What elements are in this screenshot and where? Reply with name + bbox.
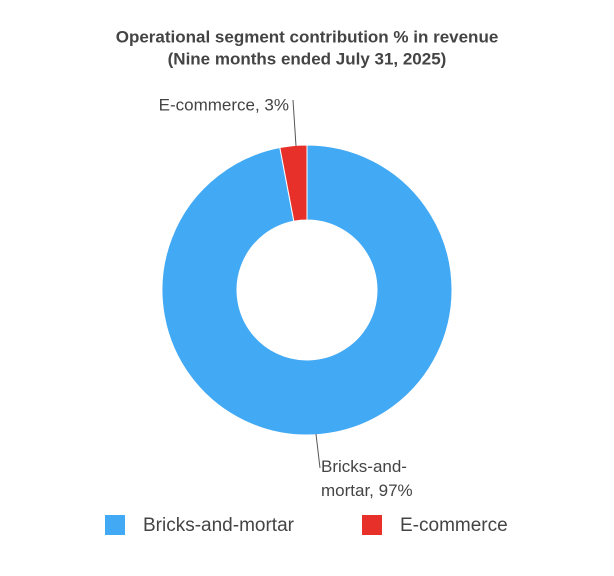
chart-title: Operational segment contribution % in re… [116,27,499,46]
legend-label: Bricks-and-mortar [143,515,295,536]
leader-line [292,99,297,147]
donut-slice [279,144,308,222]
legend-swatch [362,515,382,535]
chart-subtitle: (Nine months ended July 31, 2025) [168,49,447,68]
donut-slice [161,144,453,436]
legend-label: E-commerce [400,515,508,536]
data-label: Bricks-and-mortar, 97% [321,457,413,500]
legend-swatch [105,515,125,535]
leader-line [315,433,321,469]
data-label: E-commerce, 3% [159,95,289,114]
